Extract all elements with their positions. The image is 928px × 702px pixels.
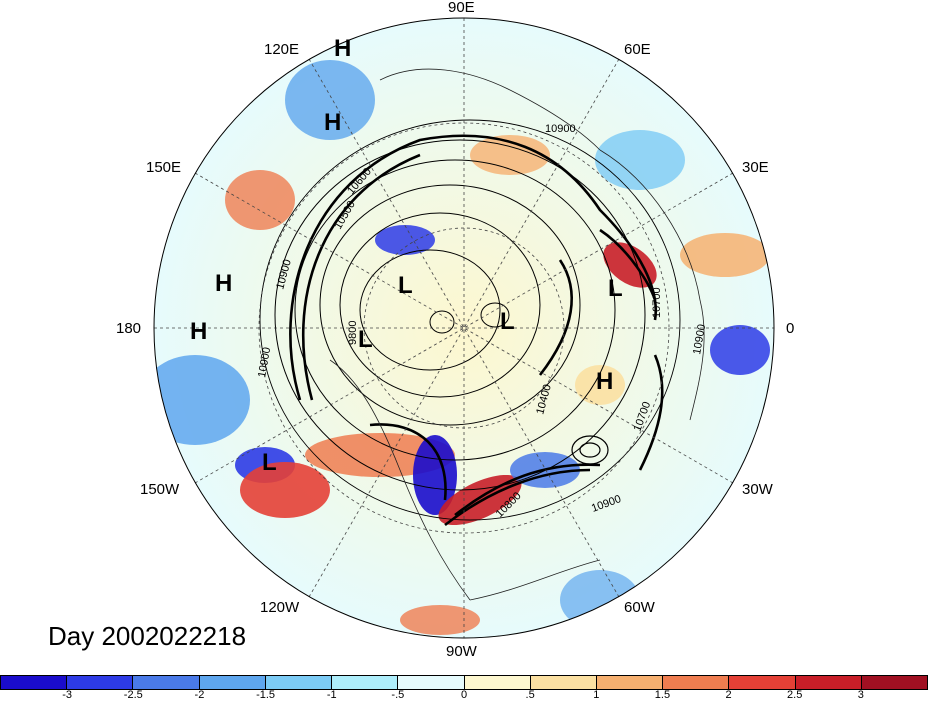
positive-anomaly [680, 233, 770, 277]
colorbar-tick-label: -3 [62, 689, 73, 701]
low-pressure-marker: L [500, 308, 515, 335]
lon-label-180: 180 [116, 320, 142, 337]
contour-label: 10700 [651, 287, 663, 318]
low-pressure-marker: L [608, 275, 623, 302]
colorbar-segment [67, 676, 134, 689]
positive-anomaly [240, 462, 330, 518]
colorbar-segment [199, 676, 266, 689]
colorbar-tick-label: 3 [857, 689, 864, 701]
colorbar-tick-label: -.5 [391, 689, 405, 701]
contour-label: 10900 [691, 323, 708, 355]
positive-anomaly [400, 605, 480, 635]
colorbar-segment [596, 676, 664, 689]
colorbar-segment [464, 676, 531, 689]
colorbar-segment [398, 676, 465, 689]
negative-anomaly [710, 325, 770, 375]
contour-label: 9800 [347, 321, 359, 345]
colorbar [0, 675, 928, 690]
colorbar-tick-label: -2 [194, 689, 205, 701]
graticule [154, 18, 774, 638]
colorbar-tick-label: 1 [593, 689, 600, 701]
height-contours [259, 119, 681, 521]
colorbar-tick-label: -2.5 [123, 689, 143, 701]
lon-label-90w: 90W [446, 643, 477, 660]
colorbar-segment [133, 676, 200, 689]
coastlines [329, 68, 705, 601]
negative-anomaly [285, 60, 375, 140]
colorbar-segment [332, 676, 399, 689]
positive-anomaly [470, 135, 550, 175]
colorbar-segment [530, 676, 597, 689]
colorbar-segment [729, 676, 796, 689]
lon-label-60e: 60E [624, 41, 651, 58]
lon-label-30e: 30E [742, 159, 769, 176]
lon-label-60w: 60W [624, 599, 655, 616]
lon-label-150e: 150E [146, 159, 182, 176]
colorbar-tick-label: 1.5 [654, 689, 671, 701]
high-pressure-marker: H [596, 368, 614, 395]
colorbar-tick-label: -1 [326, 689, 337, 701]
jet-contours [289, 134, 664, 527]
colorbar-segment [265, 676, 333, 689]
contour-label: 10900 [545, 123, 576, 135]
colorbar-segment [795, 676, 862, 689]
colorbar-segment [861, 676, 928, 689]
low-pressure-marker: L [358, 326, 373, 353]
low-pressure-marker: L [262, 449, 277, 476]
colorbar-segment [663, 676, 730, 689]
negative-anomaly [375, 225, 435, 255]
high-pressure-marker: H [324, 109, 342, 136]
colorbar-segment [1, 676, 68, 689]
polar-stereographic-map: 10900 10900 10900 10900 10900 10800 1070… [153, 17, 775, 639]
positive-anomaly [575, 365, 625, 405]
low-pressure-marker: L [398, 272, 413, 299]
lon-label-150w: 150W [140, 481, 180, 498]
high-pressure-marker: H [190, 318, 208, 345]
lon-label-120w: 120W [260, 599, 300, 616]
lon-label-90e: 90E [448, 0, 475, 16]
lon-label-0: 0 [786, 320, 795, 337]
colorbar-tick-label: 2.5 [787, 689, 803, 701]
colorbar-tick-label: 2 [725, 689, 732, 701]
high-pressure-marker: H [215, 270, 233, 297]
colorbar-tick-label: -1.5 [256, 689, 276, 701]
lon-label-30w: 30W [742, 481, 773, 498]
lon-label-120e: 120E [264, 41, 300, 58]
day-label: Day 2002022218 [48, 621, 247, 651]
positive-anomaly [225, 170, 295, 230]
negative-anomaly [595, 130, 685, 190]
colorbar-tick-label: 0 [460, 689, 468, 701]
map-boundary [153, 17, 775, 639]
colorbar-tick-label: .5 [525, 689, 535, 701]
contour-label: 10900 [256, 346, 273, 378]
high-pressure-marker: H [334, 35, 352, 62]
